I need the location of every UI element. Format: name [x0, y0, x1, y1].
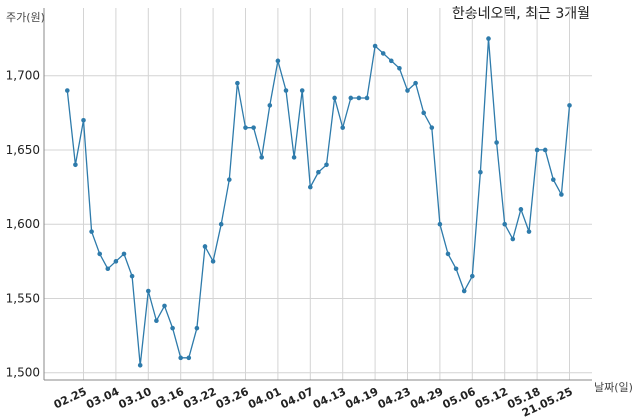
- price-point: [235, 80, 240, 86]
- price-point: [502, 221, 508, 227]
- x-tick-label: 03.16: [149, 385, 186, 412]
- price-point: [283, 88, 289, 93]
- price-point: [567, 103, 572, 108]
- price-point: [494, 140, 499, 145]
- price-point: [267, 103, 273, 108]
- price-point: [413, 80, 418, 86]
- x-tick-label: 02.25: [52, 385, 89, 411]
- price-point: [291, 155, 297, 160]
- price-point: [308, 184, 313, 190]
- price-point: [542, 147, 548, 153]
- price-point: [551, 177, 556, 182]
- x-tick-label: 03.04: [84, 385, 121, 412]
- price-point: [251, 125, 256, 130]
- x-tick-label: 04.19: [343, 385, 380, 411]
- price-point: [348, 95, 354, 101]
- x-tick-label: 05.12: [473, 385, 510, 411]
- price-point: [81, 117, 86, 123]
- price-point: [259, 155, 265, 160]
- price-point: [129, 273, 135, 279]
- x-tick-label: 04.13: [311, 385, 348, 411]
- price-point: [445, 251, 451, 257]
- price-point: [470, 273, 475, 279]
- x-tick-label: 04.01: [246, 385, 283, 411]
- price-point: [65, 88, 70, 93]
- price-point: [389, 58, 394, 64]
- x-tick-label: 04.29: [408, 385, 445, 411]
- price-point: [405, 88, 410, 93]
- price-point: [146, 288, 151, 294]
- price-point: [73, 162, 78, 168]
- price-point: [89, 229, 94, 234]
- price-point: [105, 266, 111, 272]
- price-point: [162, 303, 167, 309]
- price-point: [299, 88, 305, 93]
- x-axis-label: 날짜(일): [594, 380, 633, 394]
- x-tick-label: 04.07: [279, 385, 316, 411]
- price-point: [478, 169, 483, 175]
- price-point: [453, 266, 459, 272]
- x-tick-label: 04.23: [376, 385, 413, 411]
- price-point: [218, 221, 224, 227]
- price-point: [397, 65, 402, 71]
- price-point: [372, 43, 378, 49]
- price-point: [275, 58, 281, 64]
- price-point: [154, 318, 159, 324]
- x-tick-label: 05.06: [441, 385, 478, 412]
- y-tick-label: 1,700: [6, 69, 40, 83]
- price-point: [186, 355, 192, 361]
- price-point: [461, 288, 467, 294]
- chart-title: 한송네오텍, 최근 3개월: [452, 6, 590, 22]
- price-point: [243, 125, 248, 130]
- price-point: [178, 355, 183, 361]
- price-point: [194, 325, 200, 331]
- price-point: [170, 325, 175, 331]
- price-point: [526, 229, 532, 234]
- price-point: [437, 221, 443, 227]
- price-point: [518, 207, 524, 212]
- price-point: [510, 236, 516, 242]
- y-tick-label: 1,600: [6, 217, 40, 231]
- price-point: [559, 192, 564, 197]
- price-point: [121, 251, 127, 257]
- y-tick-label: 1,500: [6, 366, 40, 380]
- price-point: [429, 125, 435, 130]
- price-point: [113, 259, 119, 264]
- price-point: [227, 177, 232, 182]
- price-point: [324, 162, 329, 168]
- price-point: [137, 362, 143, 368]
- x-tick-label: 03.26: [214, 385, 251, 412]
- y-tick-label: 1,550: [6, 291, 40, 305]
- price-point: [486, 36, 491, 41]
- price-point: [356, 95, 362, 101]
- gridlines: [44, 8, 592, 380]
- price-point: [202, 244, 208, 249]
- y-tick-labels: 1,500 1,550 1,600 1,650 1,700: [6, 69, 40, 380]
- x-tick-labels: 02.2503.0403.1003.1603.2203.2604.0104.07…: [52, 385, 575, 420]
- price-point: [316, 169, 321, 175]
- y-tick-label: 1,650: [6, 143, 40, 157]
- price-point: [364, 95, 370, 101]
- price-point: [534, 147, 540, 153]
- price-point: [340, 125, 346, 130]
- x-tick-label: 03.10: [117, 385, 154, 412]
- price-series: [65, 36, 572, 368]
- price-point: [332, 95, 337, 101]
- price-point: [210, 259, 216, 264]
- y-axis-label: 주가(원): [6, 11, 45, 24]
- price-point: [380, 51, 386, 56]
- price-point: [97, 251, 102, 257]
- x-tick-label: 03.22: [181, 385, 218, 411]
- axes: [43, 8, 592, 381]
- price-point: [421, 110, 427, 116]
- price-line: [66, 38, 571, 366]
